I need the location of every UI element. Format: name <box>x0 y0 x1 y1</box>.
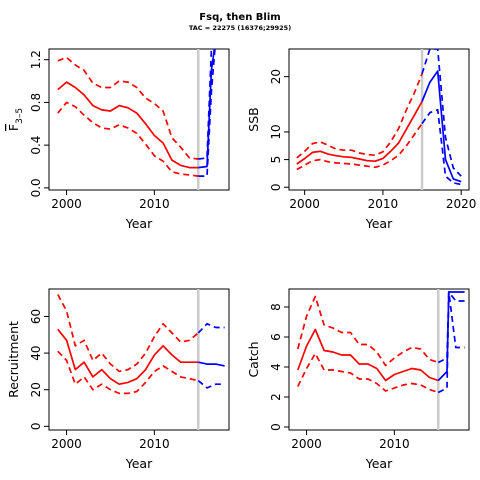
series-projection-upper <box>421 49 462 177</box>
series-historic-median <box>296 101 423 165</box>
series-historic-lower <box>57 350 199 395</box>
series-historic-median <box>57 81 199 169</box>
y-tick-label: 60 <box>29 309 43 324</box>
panel-ssb: 2000 2010 2020 0 5 10 20 Year SSB <box>246 48 477 231</box>
y-axis-label: Recruitment <box>6 321 21 398</box>
y-tick-label: 10 <box>269 124 283 139</box>
x-tick-label: 2000 <box>51 437 82 451</box>
panel-f: 2000 2010 0.0 0.4 0.8 1.2 Year F3–5 <box>6 48 230 231</box>
y-tick-label: 0.4 <box>29 136 43 155</box>
y-tick-label: 0 <box>29 423 43 431</box>
x-axis-label: Year <box>125 216 153 231</box>
y-tick-label: 0.8 <box>29 93 43 112</box>
plot-frame <box>288 288 470 431</box>
y-tick-label: 0.0 <box>29 178 43 197</box>
series-historic-upper <box>57 294 199 373</box>
x-tick-label: 2010 <box>379 437 410 451</box>
plot-frame <box>48 48 230 191</box>
x-tick-label: 2000 <box>289 197 320 211</box>
series-projection-median <box>198 49 216 169</box>
y-tick-label: 1.2 <box>29 50 43 69</box>
series-historic-lower <box>57 101 199 177</box>
series-historic-median <box>297 328 439 382</box>
y-tick-label: 0 <box>269 423 283 431</box>
y-axis-label: Catch <box>246 341 261 377</box>
x-tick-label: 2010 <box>368 197 399 211</box>
y-axis-label: SSB <box>246 107 261 131</box>
x-axis-label: Year <box>365 216 393 231</box>
y-axis-label: F3–5 <box>6 108 25 131</box>
y-tick-label: 20 <box>29 382 43 397</box>
series-historic-upper <box>296 295 439 367</box>
series-historic-lower <box>297 352 439 394</box>
plot-frame <box>48 288 230 431</box>
series-historic-upper <box>57 56 199 160</box>
x-tick-label: 2000 <box>291 437 322 451</box>
series-projection-median <box>421 70 462 183</box>
x-tick-label: 2020 <box>446 197 477 211</box>
series-projection-lower <box>437 291 465 394</box>
y-tick-label: 20 <box>269 69 283 84</box>
series-projection-median <box>437 291 465 382</box>
series-projection-lower <box>198 49 216 177</box>
series-projection-upper <box>197 322 225 334</box>
y-axis-label-main: F <box>6 124 21 131</box>
series-projection-upper <box>437 291 465 364</box>
y-tick-label: 40 <box>29 345 43 360</box>
x-axis-label: Year <box>125 456 153 471</box>
panel-catch: 2000 2010 0 2 4 6 8 Year Catch <box>246 288 470 471</box>
y-tick-label: 0 <box>269 183 283 191</box>
series-historic-lower <box>296 123 423 171</box>
series-historic-upper <box>296 73 423 159</box>
series-projection-lower <box>421 108 462 186</box>
y-tick-label: 8 <box>269 303 283 311</box>
x-tick-label: 2010 <box>139 197 170 211</box>
x-tick-label: 2000 <box>51 197 82 211</box>
series-historic-median <box>57 328 199 386</box>
series-projection-upper <box>198 49 213 160</box>
y-tick-label: 6 <box>269 333 283 341</box>
y-tick-label: 5 <box>269 156 283 164</box>
figure-title: Fsq, then Blim <box>199 12 280 23</box>
y-axis-label-subscript: 3–5 <box>15 108 25 124</box>
panel-recruitment: 2000 2010 0 20 40 60 Year Recruitment <box>6 288 230 471</box>
series-projection-median <box>198 361 225 367</box>
figure-subtitle: TAC = 22275 (16376;29925) <box>189 24 291 32</box>
x-tick-label: 2010 <box>139 437 170 451</box>
series-projection-lower <box>197 379 225 389</box>
plot-frame <box>288 48 470 191</box>
x-axis-label: Year <box>365 456 393 471</box>
y-tick-label: 2 <box>269 393 283 401</box>
y-tick-label: 4 <box>269 363 283 371</box>
